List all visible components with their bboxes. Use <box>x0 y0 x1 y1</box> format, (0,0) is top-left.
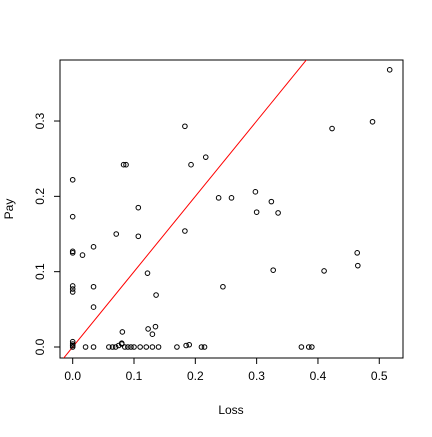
point <box>69 344 76 350</box>
x-tick-label: 0.0 <box>64 369 81 383</box>
x-tick-label: 0.4 <box>310 369 327 383</box>
point <box>268 198 275 205</box>
x-tick-label: 0.2 <box>187 369 204 383</box>
x-axis-label: Loss <box>218 403 243 417</box>
point <box>69 213 76 220</box>
point <box>82 344 89 350</box>
point <box>201 344 208 350</box>
point <box>188 161 194 168</box>
point <box>143 344 150 350</box>
point <box>354 250 360 256</box>
y-tick-label: 0.3 <box>33 112 47 129</box>
point <box>386 66 393 73</box>
point <box>152 323 159 330</box>
x-tick-label: 0.5 <box>371 369 388 383</box>
point <box>135 233 142 240</box>
y-tick-label: 0.1 <box>33 263 47 280</box>
point <box>275 210 281 216</box>
point <box>369 118 376 125</box>
point <box>123 161 129 168</box>
point <box>69 283 76 289</box>
point <box>90 344 97 350</box>
point <box>174 344 180 350</box>
point <box>182 228 188 234</box>
point <box>69 286 76 292</box>
point <box>135 204 142 211</box>
point <box>309 344 315 350</box>
point <box>122 344 128 350</box>
point <box>90 304 97 310</box>
point <box>137 344 143 350</box>
point <box>153 292 159 298</box>
point <box>270 267 276 273</box>
point <box>69 338 76 345</box>
point <box>215 195 222 201</box>
point <box>149 344 156 350</box>
point <box>145 326 151 332</box>
point <box>120 161 127 168</box>
point <box>253 209 260 215</box>
plot-frame <box>59 59 404 359</box>
point <box>113 231 120 237</box>
point <box>298 344 305 350</box>
point <box>144 270 151 276</box>
point <box>90 283 97 290</box>
point <box>186 341 192 348</box>
point <box>69 176 76 183</box>
point <box>149 331 156 337</box>
point <box>109 344 116 350</box>
y-tick-label: 0.2 <box>33 188 47 205</box>
point <box>69 250 76 256</box>
point <box>155 344 162 350</box>
point <box>305 344 312 350</box>
point <box>355 262 361 269</box>
point <box>125 344 131 350</box>
point <box>198 344 205 350</box>
point <box>90 244 97 250</box>
point <box>106 344 112 350</box>
point <box>252 189 259 195</box>
plot-area <box>63 60 307 358</box>
point <box>220 283 226 290</box>
y-axis-label: Pay <box>2 199 16 220</box>
reference-line <box>63 60 307 358</box>
point <box>202 154 209 160</box>
x-tick-label: 0.3 <box>248 369 265 383</box>
y-tick-label: 0.0 <box>33 338 47 355</box>
x-tick-label: 0.1 <box>126 369 143 383</box>
point <box>79 252 86 258</box>
point <box>69 289 76 295</box>
point <box>183 342 189 349</box>
point <box>182 123 188 130</box>
point <box>321 268 327 274</box>
point <box>131 344 137 350</box>
point <box>119 329 126 335</box>
point <box>329 125 335 132</box>
point <box>128 344 134 350</box>
point <box>112 344 119 350</box>
point <box>118 340 125 347</box>
point <box>228 195 235 201</box>
